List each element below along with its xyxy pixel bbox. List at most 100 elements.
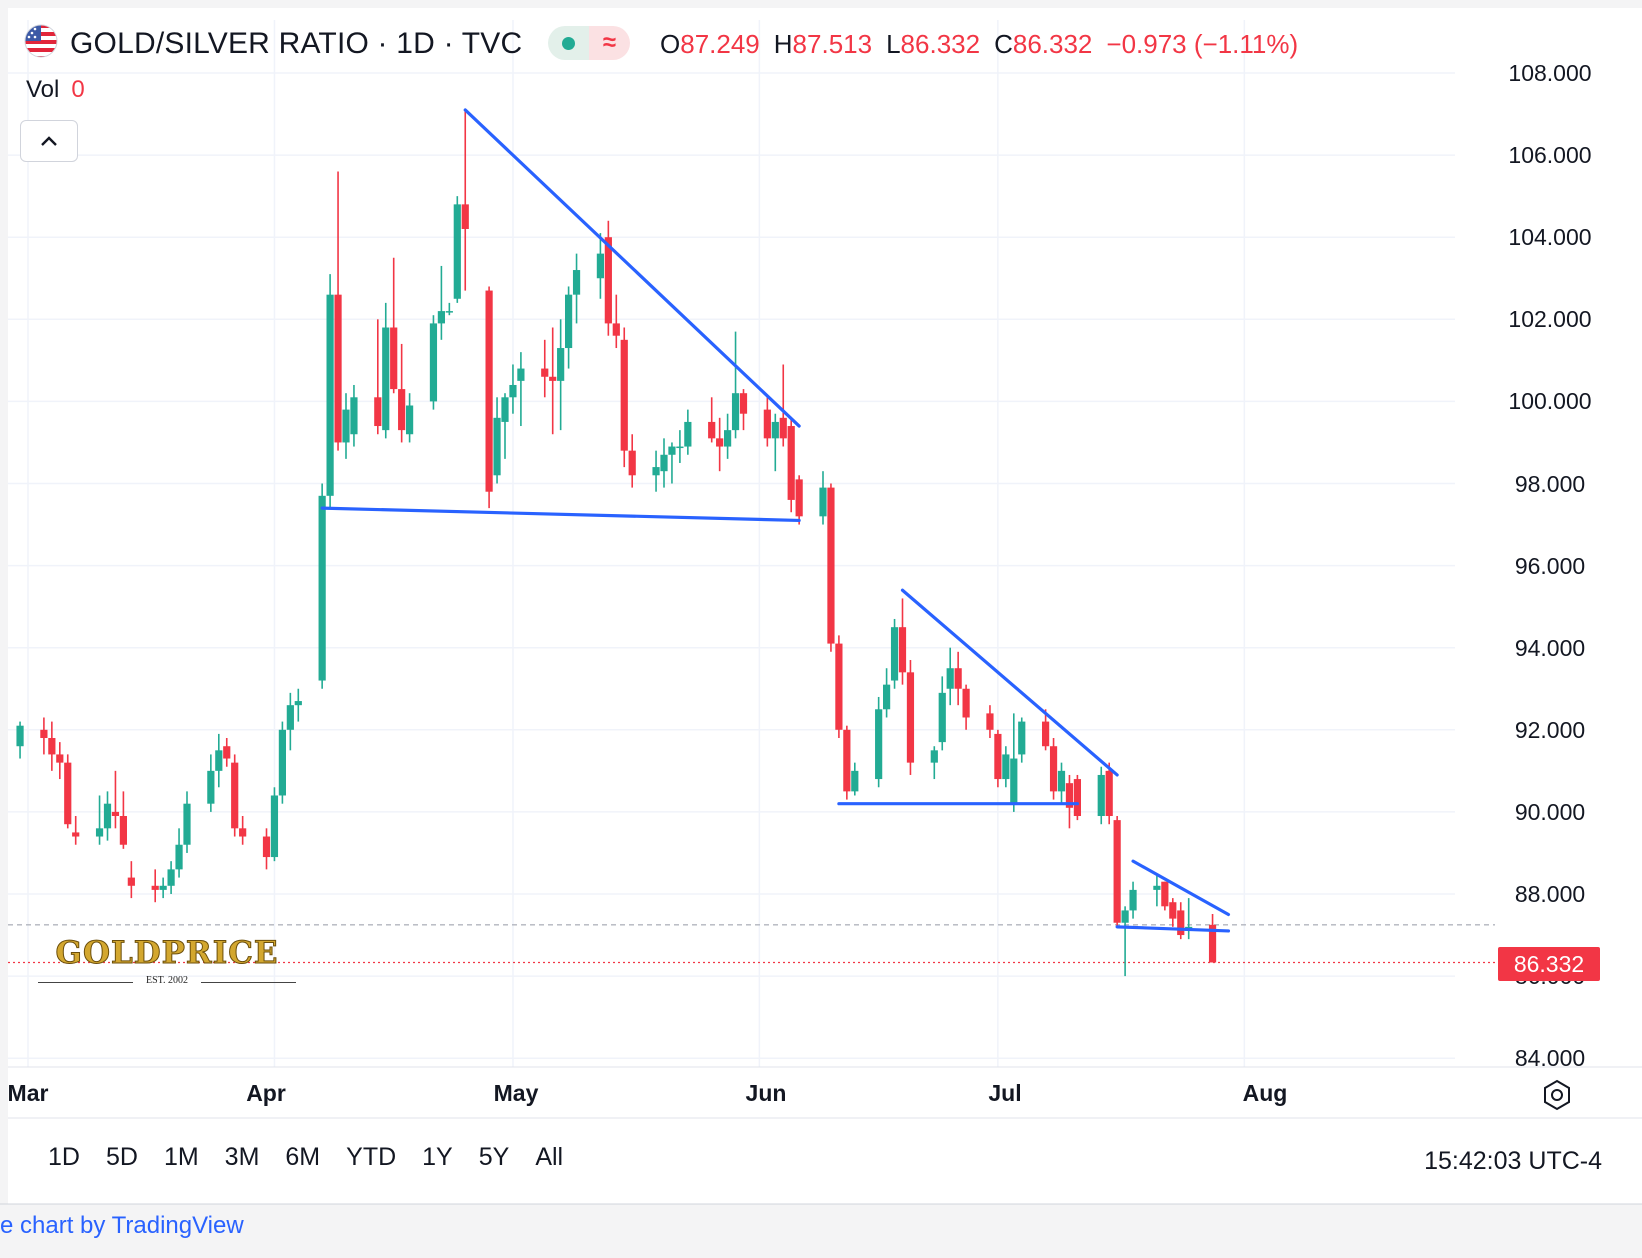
- price-change: −0.973 (−1.11%): [1106, 28, 1299, 59]
- candle-body: [1042, 721, 1050, 747]
- candle-body: [270, 795, 279, 858]
- candle-body: [342, 409, 350, 443]
- trendline: [320, 506, 801, 523]
- candle-body: [56, 754, 64, 763]
- candle-body: [175, 844, 183, 870]
- candle-body: [898, 627, 907, 673]
- range-button-5d[interactable]: 5D: [105, 1143, 138, 1171]
- symbol-title[interactable]: GOLD/SILVER RATIO · 1D · TVC: [70, 27, 523, 60]
- candle-body: [95, 828, 104, 837]
- volume-label: Vol: [26, 76, 60, 103]
- x-tick-label: Mar: [7, 1080, 49, 1106]
- y-tick-label: 100.000: [1508, 388, 1592, 414]
- candle-body: [565, 294, 573, 349]
- candle-body: [1097, 774, 1105, 817]
- trendline: [463, 108, 801, 428]
- candle-body: [660, 454, 668, 472]
- range-button-6m[interactable]: 6M: [285, 1143, 321, 1171]
- candle-body: [986, 713, 994, 730]
- candle-body: [843, 729, 851, 792]
- candle-body: [930, 750, 938, 763]
- range-button-5y[interactable]: 5Y: [478, 1143, 510, 1171]
- candle-body: [262, 836, 271, 858]
- candle-body: [1018, 721, 1026, 755]
- candle-body: [1129, 889, 1137, 911]
- candle-body: [771, 421, 779, 439]
- candle-body: [111, 811, 120, 817]
- x-tick-label: Aug: [1242, 1080, 1288, 1106]
- candle-body: [334, 294, 342, 443]
- x-tick-label: May: [493, 1080, 539, 1106]
- chart-card: [8, 8, 1642, 1204]
- range-button-1m[interactable]: 1M: [163, 1143, 199, 1171]
- range-button-all[interactable]: All: [535, 1143, 564, 1171]
- candle-body: [64, 762, 72, 825]
- candle-body: [541, 368, 549, 377]
- candle-body: [827, 487, 835, 644]
- goldprice-logo: GOLDPRICE EST. 2002: [36, 935, 298, 991]
- candle-body: [509, 384, 517, 398]
- candle-body: [294, 701, 302, 706]
- candle-body: [40, 729, 48, 739]
- y-tick-label: 94.000: [1514, 635, 1586, 661]
- candle-body: [906, 672, 915, 763]
- candle-body: [398, 389, 406, 431]
- candle-body: [1121, 910, 1129, 923]
- range-button-1y[interactable]: 1Y: [422, 1143, 453, 1171]
- candle-body: [429, 323, 438, 402]
- range-button-ytd[interactable]: YTD: [346, 1143, 397, 1171]
- collapse-legend-button[interactable]: [20, 120, 78, 162]
- candle-body: [962, 688, 970, 718]
- candle-body: [167, 869, 175, 886]
- candle-body: [151, 885, 159, 890]
- candle-body: [668, 446, 676, 455]
- range-button-3m[interactable]: 3M: [224, 1143, 260, 1171]
- candle-body: [724, 430, 732, 447]
- ohlc-high-key: H: [773, 28, 793, 59]
- candle-body: [779, 417, 787, 439]
- y-tick-label: 98.000: [1514, 471, 1586, 497]
- candle-body: [231, 762, 239, 829]
- range-button-1d[interactable]: 1D: [48, 1143, 80, 1171]
- candle-body: [763, 409, 771, 439]
- candle-body: [835, 643, 843, 730]
- candle-body: [517, 368, 525, 381]
- candle-body: [596, 253, 604, 279]
- candle-body: [938, 692, 946, 743]
- ohlc-open-value: 87.249: [680, 28, 760, 59]
- ohlc-open-key: O: [660, 28, 681, 59]
- candle-body: [103, 803, 112, 829]
- tradingview-attribution[interactable]: e chart by TradingView: [0, 1212, 244, 1239]
- candle-body: [549, 376, 557, 381]
- timezone-clock[interactable]: 15:42:03 UTC-4: [1424, 1147, 1602, 1175]
- x-tick-label: Apr: [246, 1080, 286, 1106]
- x-tick-label: Jun: [745, 1080, 787, 1106]
- candle-body: [350, 397, 358, 435]
- candle-body: [716, 438, 724, 447]
- logo-rule: [201, 982, 296, 983]
- candle-body: [127, 877, 135, 886]
- market-open-indicator: [548, 26, 589, 60]
- candle-body: [453, 204, 461, 299]
- candle-body: [684, 421, 692, 447]
- candle-body: [954, 668, 962, 689]
- candle-body: [1010, 758, 1018, 804]
- candle-body: [501, 397, 509, 422]
- y-tick-label: 90.000: [1514, 799, 1586, 825]
- candle-body: [994, 733, 1002, 780]
- logo-wordmark: GOLDPRICE: [55, 935, 279, 972]
- candle-body: [1161, 881, 1169, 907]
- market-status-pill[interactable]: ≈: [548, 26, 630, 60]
- chevron-up-icon: [41, 136, 57, 146]
- candle-body: [16, 725, 24, 747]
- candle-body: [183, 803, 191, 845]
- candle-body: [739, 393, 748, 414]
- candle-body: [493, 417, 501, 476]
- axis-settings-icon[interactable]: [1540, 1078, 1574, 1112]
- candle-body: [875, 709, 883, 780]
- y-tick-label: 96.000: [1514, 553, 1586, 579]
- candle-body: [318, 495, 326, 681]
- candle-body: [572, 270, 581, 295]
- candle-body: [883, 684, 891, 710]
